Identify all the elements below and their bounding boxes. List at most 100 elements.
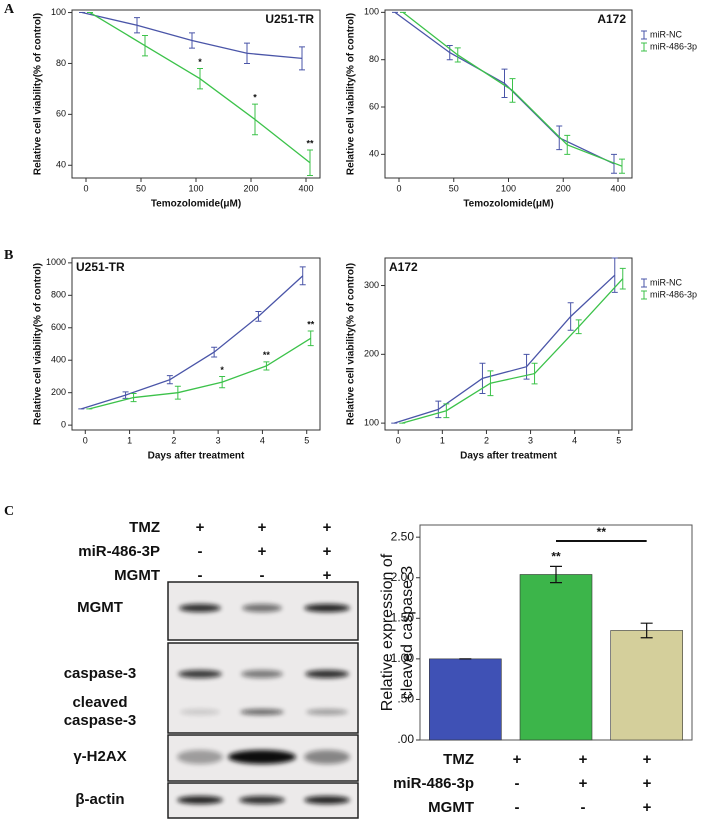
condition-sign: +	[579, 775, 588, 792]
error-bar	[564, 134, 571, 155]
x-tick-label: 4	[260, 435, 265, 445]
y-axis-title: Relative expression of	[379, 553, 396, 711]
error-bar	[299, 266, 306, 286]
plot-frame	[71, 257, 321, 431]
condition-sign: -	[581, 799, 586, 816]
x-axis-title: Temozolomide(μM)	[151, 199, 241, 210]
condition-label: TMZ	[443, 751, 474, 768]
legend-symbol	[641, 30, 647, 40]
y-tick-label: 40	[56, 160, 66, 170]
legend-label: miR-NC	[650, 277, 682, 287]
y-tick-label: 200	[51, 387, 66, 397]
significance: *	[253, 93, 257, 103]
y-tick-label: 1.00	[391, 651, 415, 665]
y-tick-label: 2.00	[391, 570, 415, 584]
band-label: caspase-3	[64, 665, 137, 682]
band-label: β-actin	[75, 791, 124, 808]
error-bar	[299, 46, 305, 71]
error-bar	[501, 68, 508, 99]
condition-sign: -	[198, 543, 203, 560]
blot-band	[228, 750, 296, 764]
comparison-label: **	[597, 525, 607, 539]
y-tick-label: 60	[56, 109, 66, 119]
error-bar	[619, 158, 625, 174]
y-tick-label: 600	[51, 322, 66, 332]
condition-label: miR-486-3P	[78, 543, 160, 560]
legend-symbol	[641, 278, 647, 288]
significance: **	[263, 350, 271, 360]
error-bar	[142, 34, 148, 57]
y-axis-title: Relative cell viability(% of control)	[33, 13, 44, 175]
x-tick-label: 50	[136, 183, 146, 193]
x-axis-title: Days after treatment	[460, 451, 557, 462]
condition-sign: +	[643, 799, 652, 816]
blot-band	[241, 670, 283, 678]
condition-sign: -	[515, 799, 520, 816]
y-tick-label: .00	[397, 732, 414, 746]
error-bar	[130, 392, 137, 403]
y-axis-title: cleaved caspase-3	[399, 566, 416, 700]
significance: *	[220, 365, 224, 375]
error-bar	[611, 153, 617, 174]
error-bar	[244, 42, 250, 64]
condition-sign: +	[258, 543, 267, 560]
y-tick-label: 2.50	[391, 529, 415, 543]
blot-band	[304, 604, 350, 612]
y-tick-label: 1.50	[391, 610, 415, 624]
chart-title: U251-TR	[76, 260, 125, 274]
series-line	[402, 278, 624, 424]
error-bar	[509, 78, 516, 103]
y-tick-label: 300	[364, 280, 379, 290]
y-axis-title: Relative cell viability(% of control)	[346, 13, 357, 175]
y-tick-label: 80	[369, 54, 379, 64]
error-bar	[252, 103, 258, 136]
error-bar	[122, 391, 129, 399]
panel-label: C	[4, 504, 14, 519]
bar	[610, 630, 683, 741]
y-tick-label: 100	[51, 7, 66, 17]
x-tick-label: 0	[396, 435, 401, 445]
x-tick-label: 5	[304, 435, 309, 445]
error-bar	[197, 68, 203, 90]
x-tick-label: 1	[440, 435, 445, 445]
x-tick-label: 50	[449, 183, 459, 193]
panel-label: B	[4, 248, 13, 263]
x-axis-title: Temozolomide(μM)	[463, 199, 553, 210]
error-bar	[454, 47, 461, 63]
series-line	[394, 274, 616, 424]
error-bar	[575, 319, 582, 335]
y-tick-label: 40	[369, 149, 379, 159]
significance: **	[306, 138, 314, 148]
bar	[519, 574, 593, 741]
x-tick-label: 3	[528, 435, 533, 445]
legend-label: miR-486-3p	[650, 289, 697, 299]
band-label: cleaved	[72, 694, 127, 711]
x-tick-label: 0	[396, 183, 401, 193]
legend-label: miR-486-3p	[650, 41, 697, 51]
error-bar	[307, 149, 313, 176]
condition-sign: +	[323, 567, 332, 584]
error-bar	[640, 622, 653, 639]
condition-sign: +	[579, 751, 588, 768]
significance: *	[198, 57, 202, 67]
y-axis-title: Relative cell viability(% of control)	[346, 263, 357, 425]
y-tick-label: 100	[364, 417, 379, 427]
condition-sign: -	[515, 775, 520, 792]
condition-sign: +	[513, 751, 522, 768]
blot-band	[179, 604, 221, 612]
error-bar	[443, 403, 450, 419]
x-tick-label: 200	[556, 183, 571, 193]
x-tick-label: 5	[616, 435, 621, 445]
x-axis-title: Days after treatment	[148, 451, 245, 462]
band-label: γ-H2AX	[73, 748, 126, 765]
x-tick-label: 4	[572, 435, 577, 445]
bar	[429, 658, 502, 741]
blot-band	[306, 709, 348, 715]
legend-label: miR-NC	[650, 29, 682, 39]
error-bar	[531, 362, 538, 385]
y-tick-label: 0	[61, 420, 66, 430]
y-tick-label: 60	[369, 101, 379, 111]
significance: **	[551, 550, 561, 564]
blot-band	[178, 670, 222, 678]
plot-frame	[384, 257, 633, 431]
